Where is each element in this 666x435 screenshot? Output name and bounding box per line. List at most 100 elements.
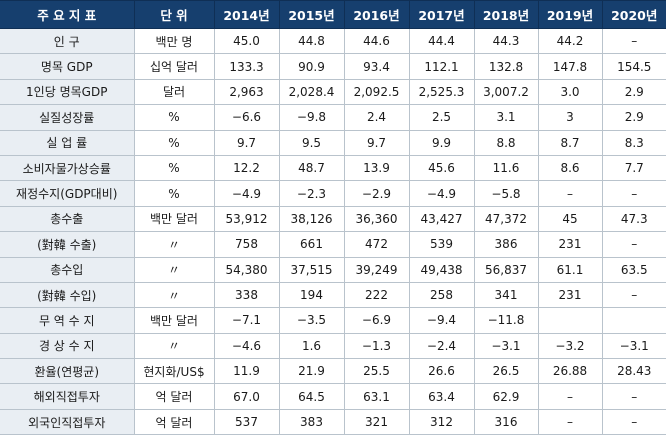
value-cell: −11.8: [473, 307, 539, 334]
row-label: 명목 GDP: [0, 53, 135, 80]
value-cell: 539: [408, 231, 475, 258]
table-row: 실질성장률% −6.6 −9.8 2.4 2.5 3.1 3 2.9: [0, 104, 666, 131]
value-cell: 341: [473, 281, 539, 309]
table-row: 재정수지(GDP대비)% −4.9 −2.3 −2.9 −4.9 −5.8– –: [0, 180, 666, 207]
value-cell: 9.9: [408, 129, 475, 156]
value-cell: 44.2: [537, 27, 603, 55]
row-unit: 억 달러: [133, 383, 215, 410]
row-unit: 백만 달러: [133, 205, 215, 233]
header-unit: 단 위: [133, 0, 215, 29]
row-label: 무 역 수 지: [0, 307, 135, 334]
value-cell: –: [601, 383, 666, 410]
table-row: (對韓 수입) 〃 338 194 222 258 341 231–: [0, 281, 666, 309]
value-cell: −2.3: [278, 180, 345, 207]
table-row: 명목 GDP 십억 달러 133.3 90.9 93.4 112.1 132.8 147.8 1…: [0, 53, 666, 80]
value-cell: 63.1: [343, 383, 410, 410]
row-label: 1인당 명목GDP: [0, 78, 135, 106]
value-cell: –: [601, 27, 666, 55]
value-cell: 26.5: [473, 358, 539, 385]
row-label: 경 상 수 지: [0, 332, 135, 360]
value-cell: 12.2: [213, 154, 280, 182]
value-cell: 758: [213, 231, 280, 258]
value-cell: 90.9: [278, 53, 345, 80]
row-unit: 달러: [133, 78, 215, 106]
value-cell: 112.1: [408, 53, 475, 80]
value-cell: −9.4: [408, 307, 475, 334]
value-cell: −9.8: [278, 104, 345, 131]
value-cell: 38,126: [278, 205, 345, 233]
value-cell: −3.1: [473, 332, 539, 360]
value-cell: −3.5: [278, 307, 345, 334]
value-cell: 26.6: [408, 358, 475, 385]
value-cell: 2,028.4: [278, 78, 345, 106]
value-cell: 36,360: [343, 205, 410, 233]
row-unit: %: [133, 180, 215, 207]
header-year-2014: 2014년: [213, 0, 280, 29]
value-cell: 49,438: [408, 256, 475, 283]
value-cell: –: [537, 180, 603, 207]
value-cell: 147.8: [537, 53, 603, 80]
value-cell: −3.2: [537, 332, 603, 360]
value-cell: 47.3: [601, 205, 666, 233]
value-cell: 47,372: [473, 205, 539, 233]
value-cell: 11.9: [213, 358, 280, 385]
row-unit: 십억 달러: [133, 53, 215, 80]
row-unit: 현지화/US$: [133, 358, 215, 385]
value-cell: −3.1: [601, 332, 666, 360]
value-cell: 61.1: [537, 256, 603, 283]
row-label: 외국인직접투자: [0, 408, 135, 435]
value-cell: 93.4: [343, 53, 410, 80]
value-cell: [537, 307, 603, 334]
row-label: 실질성장률: [0, 104, 135, 131]
value-cell: 132.8: [473, 53, 539, 80]
value-cell: 25.5: [343, 358, 410, 385]
value-cell: 1.6: [278, 332, 345, 360]
value-cell: 2.9: [601, 104, 666, 131]
value-cell: −7.1: [213, 307, 280, 334]
value-cell: 3.1: [473, 104, 539, 131]
value-cell: 316: [473, 408, 539, 435]
value-cell: 3.0: [537, 78, 603, 106]
value-cell: 8.6: [537, 154, 603, 182]
row-label: 총수출: [0, 205, 135, 233]
value-cell: 63.5: [601, 256, 666, 283]
value-cell: –: [537, 408, 603, 435]
value-cell: 44.3: [473, 27, 539, 55]
value-cell: 8.7: [537, 129, 603, 156]
value-cell: 64.5: [278, 383, 345, 410]
value-cell: 44.4: [408, 27, 475, 55]
row-label: 인 구: [0, 27, 135, 55]
value-cell: –: [601, 180, 666, 207]
row-unit: 백만 달러: [133, 307, 215, 334]
value-cell: 11.6: [473, 154, 539, 182]
table-row: 경 상 수 지 〃 −4.6 1.6 −1.3 −2.4 −3.1 −3.2 −3.1: [0, 332, 666, 360]
value-cell: 7.7: [601, 154, 666, 182]
value-cell: 222: [343, 281, 410, 309]
value-cell: 2.5: [408, 104, 475, 131]
value-cell: 53,912: [213, 205, 280, 233]
table-row: 소비자물가상승률% 12.2 48.7 13.9 45.6 11.6 8.6 7.7: [0, 154, 666, 182]
value-cell: 231: [537, 281, 603, 309]
value-cell: –: [601, 281, 666, 309]
header-year-2017: 2017년: [408, 0, 475, 29]
value-cell: –: [601, 231, 666, 258]
value-cell: −2.9: [343, 180, 410, 207]
value-cell: 321: [343, 408, 410, 435]
table-row: 1인당 명목GDP 달러 2,963 2,028.4 2,092.5 2,525.3 3,0…: [0, 78, 666, 106]
value-cell: 194: [278, 281, 345, 309]
table-header: 주 요 지 표 단 위 2014년 2015년 2016년 2017년 2018…: [0, 0, 666, 29]
value-cell: 3: [537, 104, 603, 131]
header-year-2020: 2020년: [601, 0, 666, 29]
value-cell: [601, 307, 666, 334]
value-cell: 48.7: [278, 154, 345, 182]
table-row: 인 구 백만 명 45.0 44.8 44.6 44.4 44.3 44.2–: [0, 27, 666, 55]
row-unit: %: [133, 154, 215, 182]
value-cell: 9.7: [213, 129, 280, 156]
value-cell: 28.43: [601, 358, 666, 385]
table-row: 해외직접투자 억 달러 67.0 64.5 63.1 63.4 62.9– –: [0, 383, 666, 410]
row-label: 해외직접투자: [0, 383, 135, 410]
value-cell: 133.3: [213, 53, 280, 80]
row-label: (對韓 수입): [0, 281, 135, 309]
table-row: 외국인직접투자 억 달러 537 383 321 312 316– –: [0, 408, 666, 435]
